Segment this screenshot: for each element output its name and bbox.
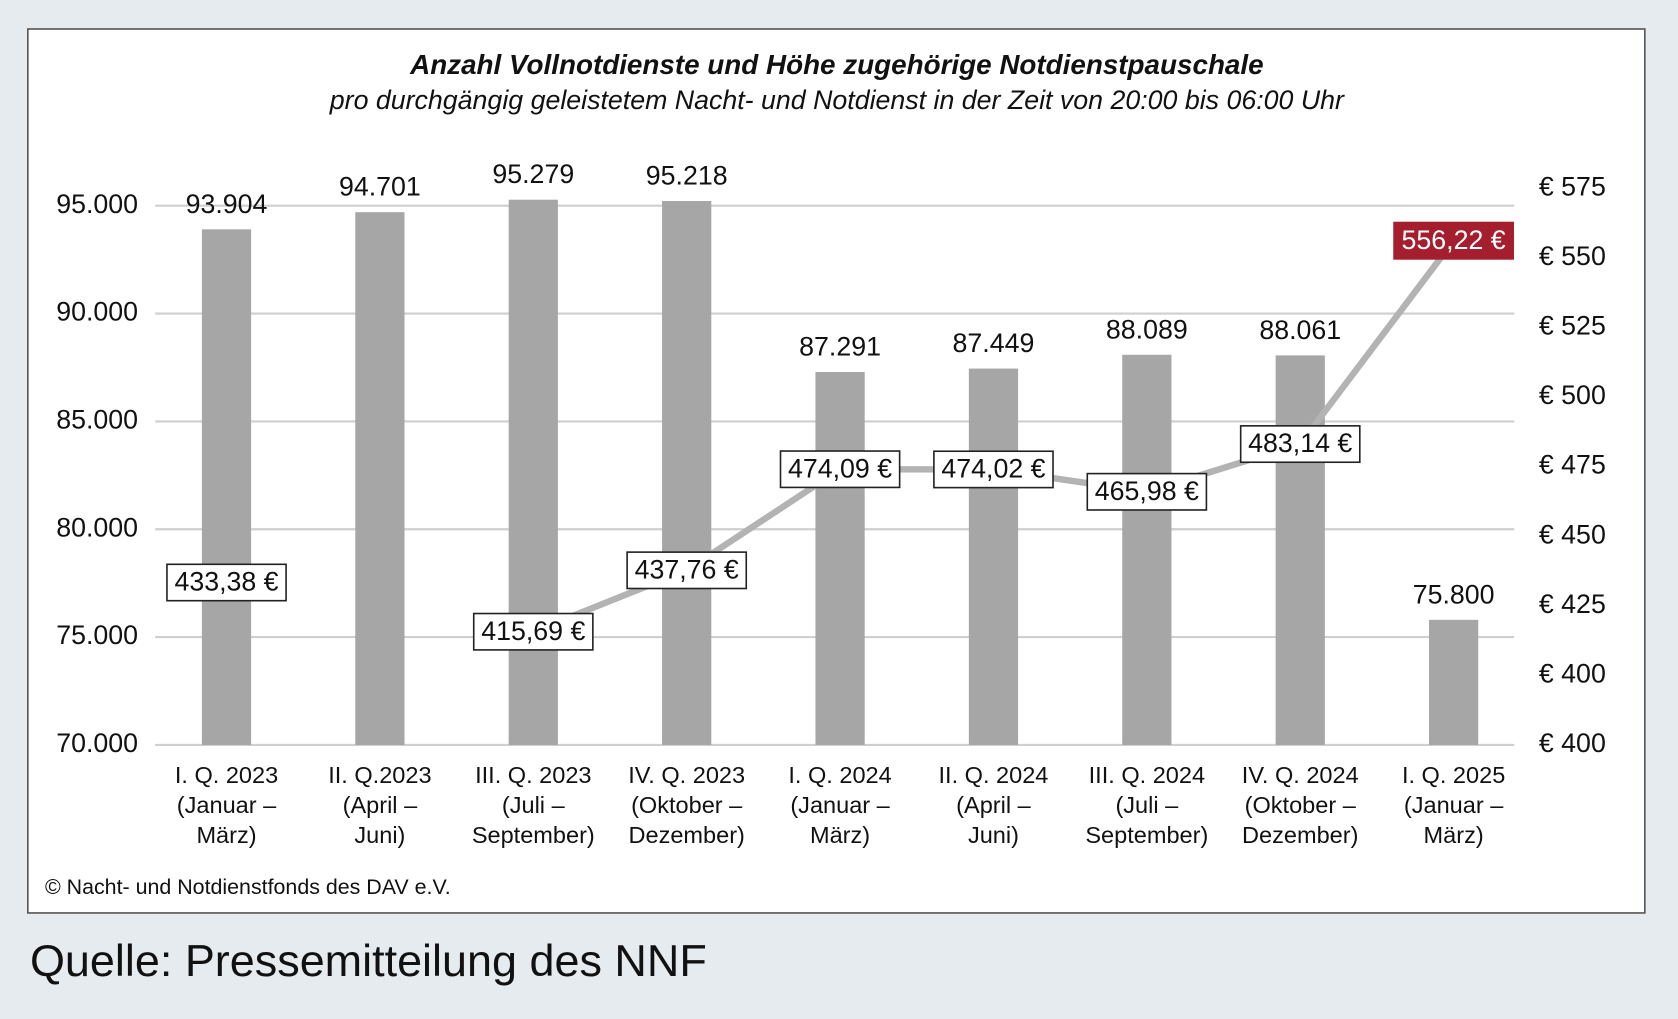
- line-label-box: [166, 563, 287, 602]
- line-value-label: 556,22 €: [1402, 225, 1506, 255]
- bar-value-label: 93.904: [186, 189, 268, 219]
- x-tick-line: September): [1085, 822, 1208, 848]
- x-tick-line: I. Q. 2023: [175, 762, 278, 788]
- bar: [1429, 619, 1479, 745]
- x-tick-line: III. Q. 2024: [1089, 762, 1205, 788]
- x-tick-line: II. Q.2023: [328, 762, 431, 788]
- x-tick-line: I. Q. 2025: [1402, 762, 1505, 788]
- y2-tick-label: € 475: [1539, 450, 1606, 480]
- line-label: 483,14 €: [1239, 425, 1361, 464]
- line-label: 465,98 €: [1086, 472, 1208, 511]
- x-tick-label: II. Q. 2024 (April – Juni): [939, 762, 1049, 848]
- x-tick-label: IV. Q. 2024 (Oktober – Dezember): [1242, 762, 1359, 848]
- bar-value-label: 75.800: [1413, 579, 1495, 609]
- x-tick-line: (Oktober –: [1245, 792, 1357, 818]
- line-label-box: [626, 551, 748, 590]
- y-tick-label: 80.000: [56, 512, 138, 542]
- y2-tick-label: € 550: [1539, 241, 1606, 271]
- bar-value-label: 95.279: [492, 159, 574, 189]
- x-tick-line: (Juli –: [1115, 792, 1179, 818]
- bar-value-label: 87.291: [799, 332, 881, 362]
- x-tick-line: II. Q. 2024: [939, 762, 1049, 788]
- x-tick-line: (April –: [956, 792, 1031, 818]
- bar-value-label: 87.449: [953, 328, 1035, 358]
- y-tick-label: 85.000: [56, 404, 138, 434]
- y2-tick-label: € 500: [1539, 380, 1606, 410]
- y-tick-label: 90.000: [56, 297, 138, 327]
- x-tick-line: (Juli –: [502, 792, 566, 818]
- x-tick-line: (Januar –: [177, 792, 277, 818]
- bar: [201, 229, 252, 745]
- x-tick-line: März): [196, 822, 256, 848]
- line-label-box: [933, 450, 1054, 489]
- line-label-box: [472, 612, 594, 651]
- y2-tick-label: € 525: [1539, 311, 1606, 341]
- x-tick-line: (Januar –: [1404, 792, 1504, 818]
- line-value-label: 474,09 €: [788, 453, 892, 483]
- line-label: 415,69 €: [472, 612, 594, 651]
- x-tick-label: III. Q. 2023 (Juli – September): [472, 762, 595, 848]
- line-value-label: 437,76 €: [635, 554, 739, 584]
- bar: [508, 199, 558, 745]
- x-tick-label: IV. Q. 2023 (Oktober – Dezember): [628, 762, 745, 848]
- x-tick-line: (Januar –: [790, 792, 890, 818]
- x-tick-line: (Oktober –: [631, 792, 743, 818]
- x-tick-label: I. Q. 2024 (Januar – März): [788, 762, 891, 848]
- line-value-label: 474,02 €: [941, 454, 1045, 484]
- bar-value-label: 95.218: [646, 161, 728, 191]
- line-label: 433,38 €: [166, 563, 287, 602]
- bar-value-label: 88.061: [1259, 315, 1341, 345]
- x-tick-line: Juni): [354, 822, 405, 848]
- bar: [1275, 355, 1325, 745]
- bar-value-label: 88.089: [1106, 314, 1188, 344]
- y2-tick-label: € 400: [1539, 658, 1606, 688]
- x-tick-line: III. Q. 2023: [475, 762, 591, 788]
- x-tick-line: März): [1424, 822, 1484, 848]
- line-label-box: [1393, 221, 1514, 260]
- y2-tick-label: € 400: [1539, 728, 1606, 758]
- line-label-box: [779, 450, 901, 489]
- x-tick-line: Dezember): [628, 822, 744, 848]
- x-tick-label: I. Q. 2023 (Januar – März): [175, 762, 278, 848]
- x-tick-line: I. Q. 2024: [788, 762, 891, 788]
- line-value-label: 415,69 €: [481, 616, 585, 646]
- bar: [815, 371, 865, 745]
- line-label-box: [1086, 472, 1208, 511]
- y-tick-label: 75.000: [56, 620, 138, 650]
- bar-value-label: 94.701: [339, 172, 421, 202]
- x-tick-line: Juni): [968, 822, 1019, 848]
- x-tick-line: (April –: [343, 792, 418, 818]
- line-label: 556,22 €: [1393, 221, 1514, 260]
- x-tick-label: III. Q. 2024 (Juli – September): [1085, 762, 1208, 848]
- bar: [968, 368, 1019, 745]
- line-value-label: 483,14 €: [1248, 428, 1352, 458]
- y2-tick-label: € 575: [1539, 172, 1606, 202]
- y2-tick-label: € 450: [1539, 519, 1606, 549]
- bar: [1122, 354, 1172, 745]
- caption: Quelle: Pressemitteilung des NNF: [30, 935, 707, 986]
- line-value-label: 433,38 €: [174, 567, 278, 597]
- line-label: 474,02 €: [933, 450, 1054, 489]
- bar: [355, 212, 405, 745]
- x-tick-line: September): [472, 822, 595, 848]
- y-tick-label: 95.000: [56, 189, 138, 219]
- line-label: 437,76 €: [626, 551, 748, 590]
- y2-tick-label: € 425: [1539, 589, 1606, 619]
- x-tick-line: Dezember): [1242, 822, 1358, 848]
- x-tick-label: I. Q. 2025 (Januar – März): [1402, 762, 1505, 848]
- line-value-label: 465,98 €: [1095, 476, 1199, 506]
- x-tick-line: IV. Q. 2024: [1242, 762, 1359, 788]
- line-label-box: [1239, 425, 1361, 464]
- x-tick-label: II. Q.2023 (April – Juni): [328, 762, 431, 848]
- line-label: 474,09 €: [779, 450, 901, 489]
- y-tick-label: 70.000: [56, 728, 138, 758]
- x-tick-line: IV. Q. 2023: [628, 762, 745, 788]
- chart-subtitle: pro durchgängig geleistetem Nacht- und N…: [329, 85, 1345, 115]
- bar: [662, 201, 712, 745]
- x-tick-line: März): [810, 822, 870, 848]
- chart-title: Anzahl Vollnotdienste und Höhe zugehörig…: [409, 49, 1263, 80]
- source: © Nacht- und Notdienstfonds des DAV e.V.: [45, 875, 451, 899]
